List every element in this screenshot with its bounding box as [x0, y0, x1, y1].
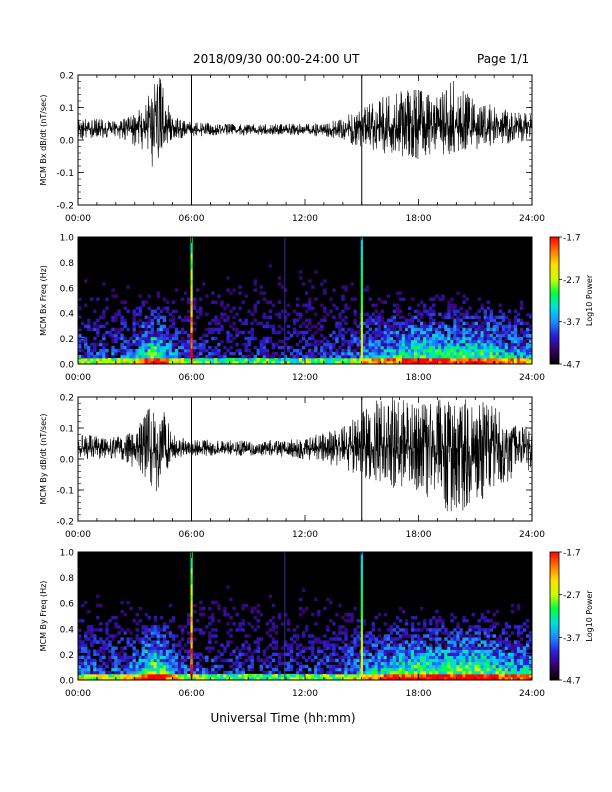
x-axis-label: Universal Time (hh:mm)	[210, 711, 355, 725]
colorbar-tick-label: -3.7	[563, 318, 581, 328]
x-tick-label: 18:00	[406, 530, 432, 540]
y-tick-label: 0.4	[60, 310, 75, 320]
colorbar-tick-label: -1.7	[563, 549, 581, 559]
colorbar-tick-label: -2.7	[563, 276, 581, 286]
x-tick-label: 06:00	[179, 530, 205, 540]
y-tick-label: 0.6	[60, 600, 75, 610]
x-tick-label: 12:00	[292, 689, 318, 699]
x-tick-label: 06:00	[179, 373, 205, 383]
y-axis-label: MCM By dB/dt (nT/sec)	[39, 413, 48, 504]
y-tick-label: -0.1	[56, 487, 74, 497]
page-indicator: Page 1/1	[477, 52, 530, 66]
y-tick-label: 0.8	[60, 259, 75, 269]
x-tick-label: 00:00	[65, 530, 91, 540]
y-tick-label: 0.2	[60, 651, 74, 661]
plot-title: 2018/09/30 00:00-24:00 UT	[193, 52, 360, 66]
y-tick-label: -0.2	[56, 202, 74, 212]
colorbar: -1.7 -2.7 -3.7 -4.7 Log10 Power	[549, 549, 594, 687]
bx-spectrogram-panel: -1.7 -2.7 -3.7 -4.7 Log10 Power 00:00 06:00 12:…	[39, 234, 594, 384]
spectral-spike-1	[190, 552, 193, 681]
y-tick-label: 0.1	[60, 104, 74, 114]
y-tick-label: 1.0	[60, 549, 75, 559]
spectral-spike-2	[360, 552, 363, 681]
y-tick-label: 0.4	[60, 625, 75, 635]
y-axis-label: MCM By Freq (Hz)	[39, 581, 48, 652]
y-tick-label: 0.0	[60, 361, 75, 371]
x-tick-label: 24:00	[519, 214, 545, 224]
x-tick-label: 24:00	[519, 530, 545, 540]
colorbar-tick-label: -3.7	[563, 634, 581, 644]
spectral-line-1100	[284, 237, 286, 364]
x-tick-label: 00:00	[65, 214, 91, 224]
x-tick-label: 00:00	[65, 689, 91, 699]
spectrogram-cells	[78, 585, 533, 681]
spectral-line-1100	[284, 552, 286, 680]
y-tick-label: 0.6	[60, 284, 75, 294]
colorbar-label: Log10 Power	[585, 590, 594, 642]
x-tick-label: 12:00	[292, 373, 318, 383]
y-tick-label: 0.2	[60, 72, 74, 82]
colorbar: -1.7 -2.7 -3.7 -4.7 Log10 Power	[549, 234, 594, 371]
x-tick-label: 12:00	[292, 530, 318, 540]
y-tick-label: 0.0	[60, 137, 75, 147]
spectral-spike-1	[190, 237, 193, 365]
spectrogram-cells	[78, 264, 533, 365]
colorbar-tick-label: -1.7	[563, 234, 581, 244]
waveform-trace	[77, 77, 533, 167]
y-tick-label: 0.2	[60, 335, 74, 345]
x-tick-label: 18:00	[406, 689, 432, 699]
x-tick-label: 12:00	[292, 214, 318, 224]
waveform-trace	[77, 397, 533, 512]
x-tick-label: 24:00	[519, 689, 545, 699]
y-tick-label: 0.1	[60, 425, 74, 435]
colorbar-tick-label: -2.7	[563, 591, 581, 601]
x-tick-label: 06:00	[179, 689, 205, 699]
x-tick-label: 18:00	[406, 214, 432, 224]
by-waveform-panel: 00:00 06:00 12:00 18:00 24:00 -0.2 -0.1 0.0 0.1 0…	[39, 394, 545, 541]
x-tick-label: 00:00	[65, 373, 91, 383]
colorbar-tick-label: -4.7	[563, 677, 581, 687]
x-tick-label: 06:00	[179, 214, 205, 224]
colorbar-frame	[549, 551, 560, 681]
colorbar-tick-label: -4.7	[563, 361, 581, 371]
spectral-spike-2	[360, 237, 363, 365]
y-tick-label: -0.1	[56, 169, 74, 179]
y-tick-label: -0.2	[56, 518, 74, 528]
y-axis-label: MCM Bx Freq (Hz)	[39, 265, 48, 336]
y-tick-label: 0.2	[60, 394, 74, 404]
y-axis-label: MCM Bx dB/dt (nT/sec)	[39, 94, 48, 185]
y-tick-label: 0.0	[60, 677, 75, 687]
by-spectrogram-panel: -1.7 -2.7 -3.7 -4.7 Log10 Power 00:00 06:00 12:…	[39, 549, 594, 700]
bx-waveform-panel: 00:00 06:00 12:00 18:00 24:00 -0.2 -0.1 0.0 0.1 0…	[39, 72, 545, 225]
y-tick-label: 0.0	[60, 456, 75, 466]
y-tick-label: 0.8	[60, 574, 75, 584]
x-tick-label: 24:00	[519, 373, 545, 383]
y-tick-label: 1.0	[60, 234, 75, 244]
colorbar-frame	[549, 236, 560, 365]
x-tick-label: 18:00	[406, 373, 432, 383]
colorbar-label: Log10 Power	[585, 274, 594, 326]
